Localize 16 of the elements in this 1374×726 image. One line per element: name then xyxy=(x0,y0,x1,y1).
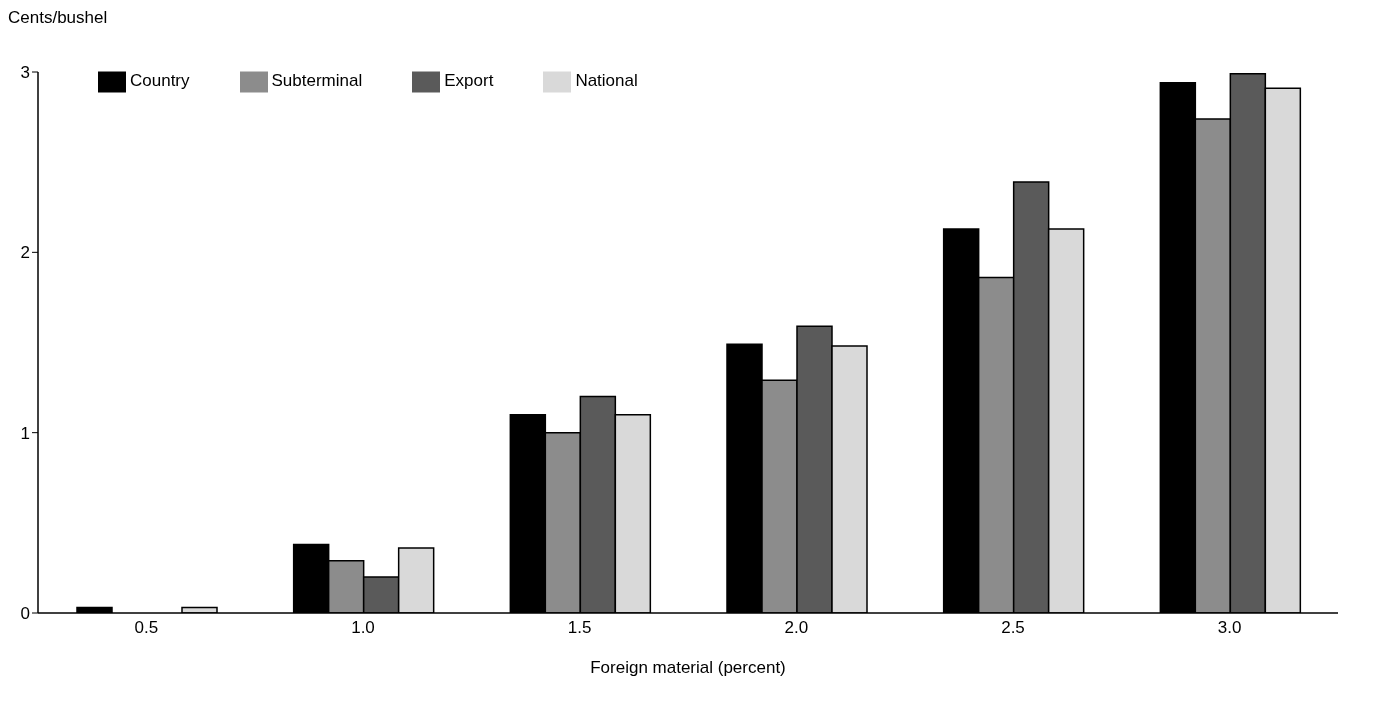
y-tick-label: 0 xyxy=(20,604,30,624)
x-tick-label: 2.5 xyxy=(1001,618,1025,638)
y-tick-label: 3 xyxy=(20,63,30,83)
legend-label: Export xyxy=(444,71,494,91)
x-tick-label: 0.5 xyxy=(134,618,159,638)
y-tick-label: 2 xyxy=(20,243,30,263)
x-tick-label: 2.0 xyxy=(784,618,809,638)
legend-label: Subterminal xyxy=(271,71,363,91)
y-axis-title: Cents/bushel xyxy=(8,8,108,28)
x-axis-title: Foreign material (percent) xyxy=(590,658,786,677)
x-tick-label: 3.0 xyxy=(1217,618,1242,638)
x-tick-label: 1.5 xyxy=(567,618,592,638)
y-tick-label: 1 xyxy=(20,423,30,443)
legend-label: Country xyxy=(130,71,190,91)
x-tick-label: 1.0 xyxy=(351,618,375,638)
legend-label: National xyxy=(575,71,638,91)
